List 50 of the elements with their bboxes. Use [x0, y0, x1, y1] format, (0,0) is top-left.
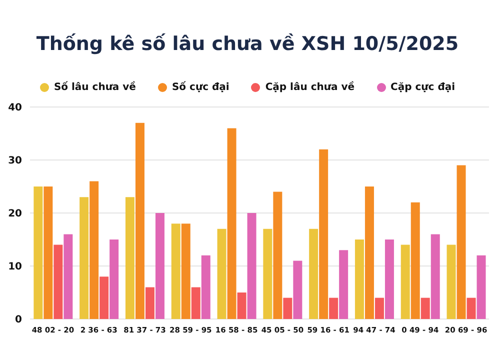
bar: [171, 224, 180, 319]
bar: [410, 202, 420, 319]
legend-label: Cặp cực đại: [390, 82, 456, 92]
bar: [237, 292, 246, 319]
bar: [400, 244, 410, 319]
bar: [293, 260, 302, 319]
bar: [80, 197, 89, 319]
bar: [90, 181, 99, 319]
bar: [110, 240, 119, 319]
bar: [364, 186, 374, 319]
bar: [283, 298, 292, 319]
bar: [456, 165, 466, 319]
bar: [125, 197, 134, 319]
bar: [309, 228, 318, 319]
bar: [273, 192, 282, 319]
legend-label: Cặp lâu chưa về: [264, 82, 355, 92]
bar: [44, 186, 53, 319]
bar: [247, 213, 256, 319]
y-tick-label: 30: [8, 156, 22, 167]
bar: [227, 128, 236, 319]
y-tick-label: 0: [15, 314, 22, 326]
legend-label: Số cực đại: [170, 82, 230, 92]
bar: [339, 250, 348, 319]
bar: [155, 213, 164, 319]
bar: [64, 234, 73, 319]
bar: [354, 240, 364, 319]
bar: [191, 287, 200, 319]
bar: [217, 228, 226, 319]
bar: [329, 298, 338, 319]
bar: [263, 228, 272, 319]
bar: [430, 234, 440, 319]
bar: [420, 298, 430, 319]
bar: [145, 287, 154, 319]
bar: [34, 186, 43, 319]
bar: [135, 122, 144, 319]
bar: [100, 276, 109, 319]
legend-label: Số lâu chưa về: [52, 82, 136, 92]
bar: [446, 244, 456, 319]
bar: [201, 255, 210, 319]
bar: [374, 298, 384, 319]
y-tick-label: 10: [8, 262, 22, 273]
y-tick-label: 20: [8, 208, 22, 220]
bar: [319, 149, 328, 319]
y-tick-label: 40: [8, 102, 22, 114]
chart-title: Thống kê số lâu chưa về XSH 10/5/2025: [35, 32, 460, 57]
bar: [54, 244, 63, 319]
bar: [181, 224, 190, 319]
bar: [476, 255, 486, 319]
bar: [384, 240, 394, 319]
bar: [466, 298, 476, 319]
